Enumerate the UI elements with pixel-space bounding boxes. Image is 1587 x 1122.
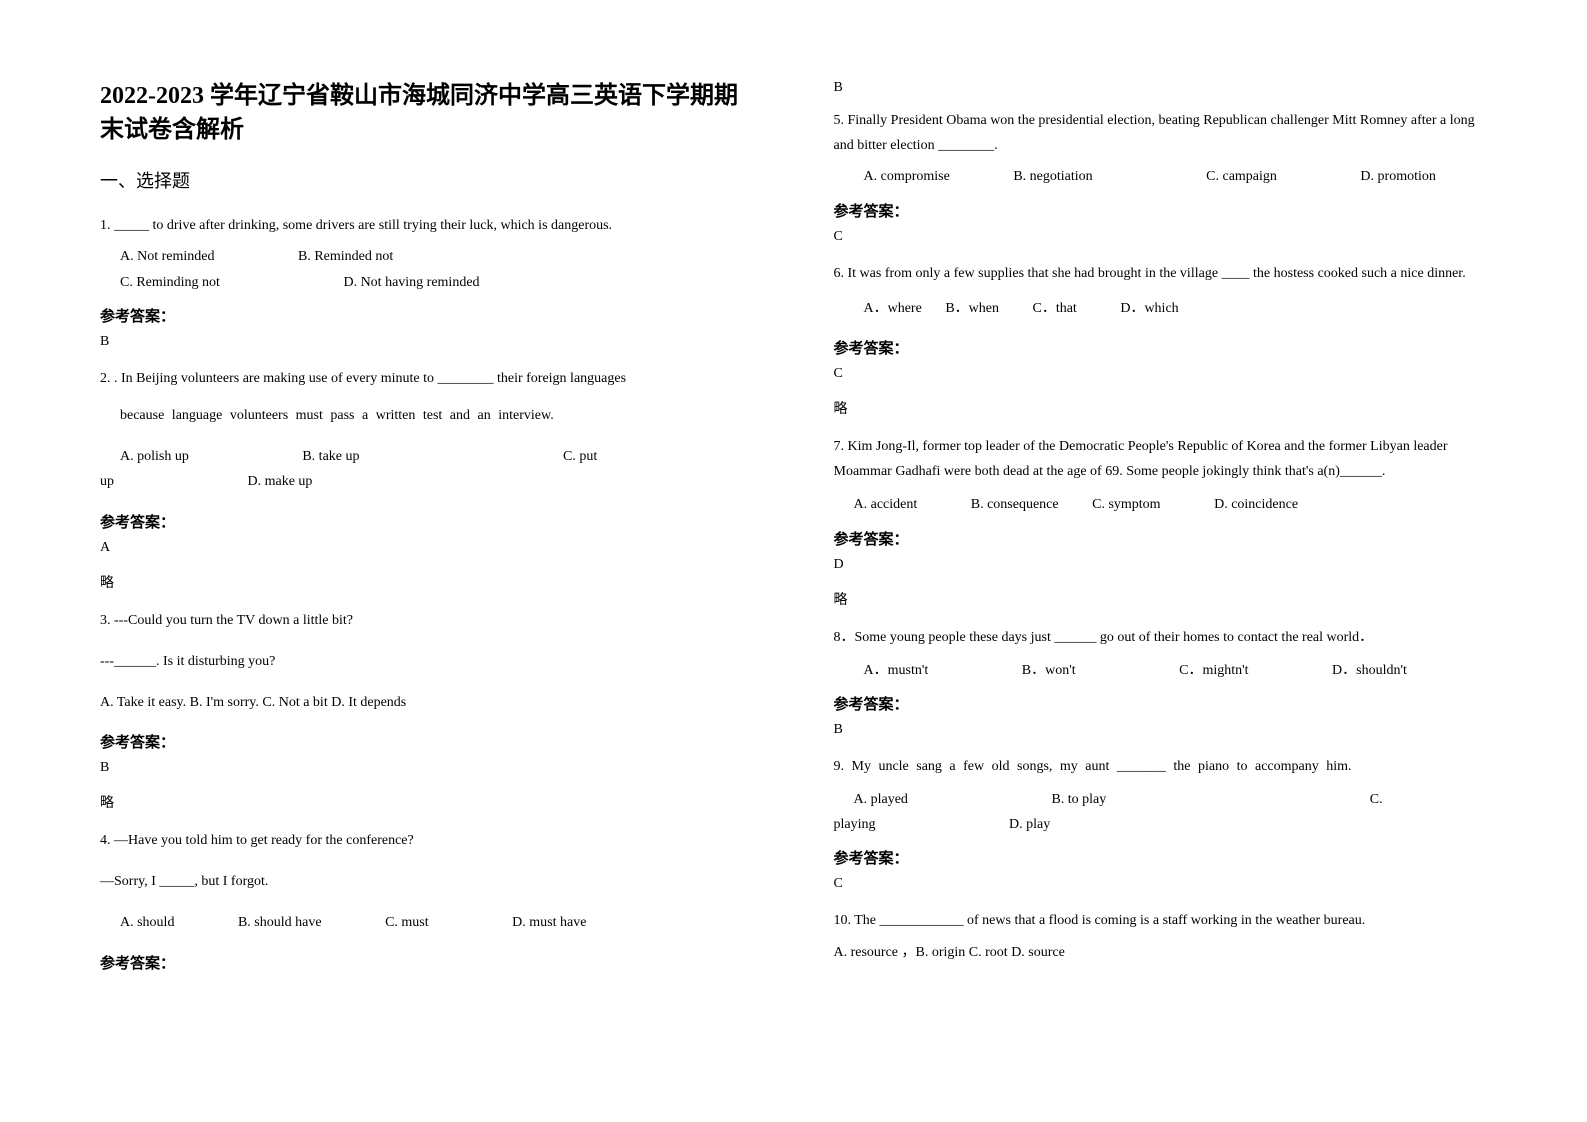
question-text: 9. My uncle sang a few old songs, my aun…: [834, 754, 1488, 779]
options: A．mustn't B．won't C．mightn't D．shouldn't: [834, 658, 1488, 683]
option-c: C．mightn't: [1179, 663, 1248, 678]
right-column: B 5. Finally President Obama won the pre…: [834, 80, 1488, 981]
question-text: 2. . In Beijing volunteers are making us…: [100, 366, 754, 391]
answer: C: [834, 229, 1488, 245]
option-a: A. Not reminded: [120, 249, 214, 264]
question-text: 7. Kim Jong-Il, former top leader of the…: [834, 434, 1488, 484]
question-10: 10. The ____________ of news that a floo…: [834, 908, 1488, 964]
option-a: A. played: [854, 792, 908, 807]
option-c: C. Reminding not: [120, 275, 220, 290]
question-text: 8．Some young people these days just ____…: [834, 625, 1488, 650]
answer-label: 参考答案：: [834, 200, 1488, 221]
option-d: D. Not having reminded: [343, 275, 479, 290]
omit: 略: [834, 398, 1488, 418]
options-line2: playing D. play: [834, 812, 1488, 837]
option-b: B. consequence: [971, 497, 1059, 512]
options: A. Not reminded B. Reminded not: [100, 244, 754, 269]
question-8: 8．Some young people these days just ____…: [834, 625, 1488, 683]
question-text-2: —Sorry, I _____, but I forgot.: [100, 869, 754, 894]
answer-label: 参考答案：: [834, 847, 1488, 868]
omit: 略: [100, 792, 754, 812]
answer: C: [834, 366, 1488, 382]
option-b: B. take up: [302, 449, 359, 464]
options: A. resource ，B. origin C. root D. source: [834, 940, 1488, 965]
option-a: A. accident: [854, 497, 918, 512]
question-1: 1. _____ to drive after drinking, some d…: [100, 213, 754, 295]
answer-label: 参考答案：: [100, 305, 754, 326]
page-container: 2022-2023 学年辽宁省鞍山市海城同济中学高三英语下学期期末试卷含解析 一…: [100, 80, 1487, 981]
option-c2: up: [100, 474, 114, 489]
omit: 略: [100, 572, 754, 592]
question-4: 4. —Have you told him to get ready for t…: [100, 828, 754, 936]
option-c2: playing: [834, 817, 876, 832]
option-a: A. polish up: [120, 449, 189, 464]
option-a: A．where: [864, 301, 922, 316]
question-text-2: ---______. Is it disturbing you?: [100, 649, 754, 674]
option-d: D. must have: [512, 915, 586, 930]
option-b: B．when: [945, 301, 999, 316]
question-2: 2. . In Beijing volunteers are making us…: [100, 366, 754, 495]
options: C. Reminding not D. Not having reminded: [100, 270, 754, 295]
answer: B: [834, 722, 1488, 738]
options: A. accident B. consequence C. symptom D.…: [834, 492, 1488, 517]
answer: C: [834, 876, 1488, 892]
options: A. compromise B. negotiation C. campaign…: [834, 164, 1488, 189]
question-text: 3. ---Could you turn the TV down a littl…: [100, 608, 754, 633]
options-line2: up D. make up: [100, 469, 754, 494]
question-text: 5. Finally President Obama won the presi…: [834, 108, 1488, 158]
question-6: 6. It was from only a few supplies that …: [834, 261, 1488, 321]
options: A. should B. should have C. must D. must…: [100, 910, 754, 935]
answer: A: [100, 540, 754, 556]
answer: D: [834, 557, 1488, 573]
left-column: 2022-2023 学年辽宁省鞍山市海城同济中学高三英语下学期期末试卷含解析 一…: [100, 80, 754, 981]
answer: B: [100, 334, 754, 350]
option-a: A．mustn't: [864, 663, 929, 678]
option-d: D. coincidence: [1214, 497, 1298, 512]
option-a: A. should: [120, 915, 174, 930]
option-d: D. promotion: [1360, 169, 1435, 184]
omit: 略: [834, 589, 1488, 609]
option-d: D. make up: [248, 474, 313, 489]
option-b: B. Reminded not: [298, 249, 393, 264]
option-c: C.: [1370, 792, 1383, 807]
question-text: 1. _____ to drive after drinking, some d…: [100, 213, 754, 238]
question-text-2: because language volunteers must pass a …: [100, 403, 754, 428]
answer: B: [834, 80, 1488, 96]
answer-label: 参考答案：: [834, 337, 1488, 358]
answer-label: 参考答案：: [100, 952, 754, 973]
option-c: C. campaign: [1206, 169, 1277, 184]
option-c: C．that: [1032, 301, 1076, 316]
options: A．where B．when C．that D．which: [834, 296, 1488, 321]
question-text: 10. The ____________ of news that a floo…: [834, 908, 1488, 933]
question-7: 7. Kim Jong-Il, former top leader of the…: [834, 434, 1488, 518]
option-b: B. should have: [238, 915, 322, 930]
option-b: B. negotiation: [1013, 169, 1092, 184]
options: A. played B. to play C.: [834, 787, 1488, 812]
option-c: C. must: [385, 915, 429, 930]
question-9: 9. My uncle sang a few old songs, my aun…: [834, 754, 1488, 838]
answer: B: [100, 760, 754, 776]
option-b: B. to play: [1051, 792, 1106, 807]
options: A. Take it easy. B. I'm sorry. C. Not a …: [100, 690, 754, 715]
option-d: D．shouldn't: [1332, 663, 1407, 678]
option-c: C. symptom: [1092, 497, 1160, 512]
answer-label: 参考答案：: [100, 731, 754, 752]
option-a: A. compromise: [864, 169, 950, 184]
question-text: 4. —Have you told him to get ready for t…: [100, 828, 754, 853]
question-5: 5. Finally President Obama won the presi…: [834, 108, 1488, 190]
option-d: D. play: [1009, 817, 1050, 832]
option-b: B．won't: [1022, 663, 1076, 678]
document-title: 2022-2023 学年辽宁省鞍山市海城同济中学高三英语下学期期末试卷含解析: [100, 80, 754, 147]
option-d: D．which: [1120, 301, 1178, 316]
options: A. polish up B. take up C. put: [100, 444, 754, 469]
answer-label: 参考答案：: [834, 693, 1488, 714]
section-header: 一、选择题: [100, 167, 754, 193]
question-text: 6. It was from only a few supplies that …: [834, 261, 1488, 286]
answer-label: 参考答案：: [834, 528, 1488, 549]
question-3: 3. ---Could you turn the TV down a littl…: [100, 608, 754, 716]
option-c: C. put: [563, 449, 597, 464]
answer-label: 参考答案：: [100, 511, 754, 532]
